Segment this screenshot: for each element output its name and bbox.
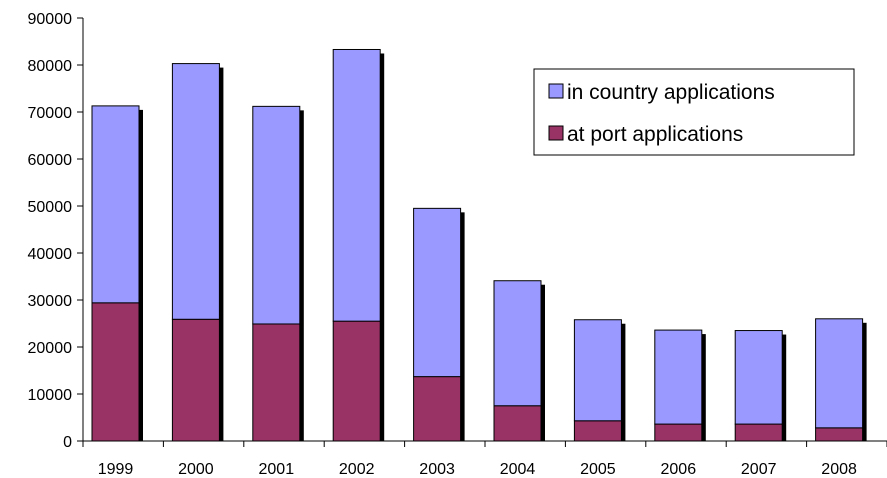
y-tick-label: 80000 — [28, 58, 73, 75]
bar-shadow — [460, 212, 465, 441]
bar-shadow — [219, 67, 224, 441]
bar-segment-at-port — [734, 423, 783, 442]
y-tick-label: 10000 — [28, 387, 73, 404]
legend-box — [533, 68, 855, 156]
bar-shadow — [701, 334, 706, 441]
bar-segment-in-country — [573, 319, 622, 422]
y-tick-label: 50000 — [28, 199, 73, 216]
bar-segment-at-port — [252, 323, 301, 442]
y-tick-label: 40000 — [28, 246, 73, 263]
x-tick-label: 2002 — [339, 461, 375, 478]
bar-shadow — [782, 334, 787, 441]
x-tick-label: 2000 — [178, 461, 214, 478]
x-tick-label: 2006 — [661, 461, 697, 478]
legend: in country applications at port applicat… — [533, 68, 855, 156]
bar-segment-at-port — [332, 320, 381, 442]
legend-label-in-country: in country applications — [567, 81, 775, 104]
y-tick-label: 30000 — [28, 293, 73, 310]
bar-segment-at-port — [815, 427, 864, 442]
legend-label-at-port: at port applications — [567, 123, 743, 146]
x-tick-label: 1999 — [98, 461, 134, 478]
bar-segment-in-country — [413, 207, 462, 378]
bar-segment-in-country — [815, 318, 864, 429]
bar-segment-in-country — [493, 280, 542, 407]
x-tick-labels: 1999 2000 2001 2002 2003 2004 2005 2006 2007 2008 — [82, 441, 887, 478]
bar-shadow — [621, 323, 626, 441]
x-tick-label: 2004 — [500, 461, 536, 478]
bar-segment-at-port — [413, 376, 462, 442]
y-tick-label: 20000 — [28, 340, 73, 357]
y-tick-label: 70000 — [28, 105, 73, 122]
x-tick-label: 2007 — [741, 461, 777, 478]
bar-segment-at-port — [573, 420, 622, 442]
y-tick-labels: 0 10000 20000 30000 40000 50000 60000 70000 8000… — [28, 11, 83, 451]
bar-segment-at-port — [493, 405, 542, 442]
bars — [91, 48, 864, 442]
y-tick-label: 60000 — [28, 152, 73, 169]
x-tick-label: 2005 — [580, 461, 616, 478]
bar-shadow — [862, 322, 867, 441]
legend-swatch-at-port — [548, 125, 564, 141]
bar-segment-at-port — [91, 302, 140, 442]
bar-segment-in-country — [654, 329, 703, 425]
bar-shadow — [380, 53, 385, 442]
bar-segment-in-country — [91, 105, 140, 304]
bar-segment-in-country — [171, 63, 220, 320]
bar-shadow — [299, 110, 304, 442]
x-tick-label: 2003 — [419, 461, 455, 478]
y-tick-label: 90000 — [28, 11, 73, 28]
bar-shadow — [541, 284, 545, 441]
bar-segment-at-port — [654, 423, 703, 442]
bar-shadow — [139, 109, 143, 441]
legend-swatch-in-country — [548, 83, 564, 99]
y-tick-label: 0 — [63, 434, 72, 451]
bar-segment-in-country — [252, 105, 301, 325]
bar-segment-in-country — [332, 48, 381, 322]
x-tick-label: 2001 — [259, 461, 295, 478]
bar-segment-at-port — [171, 318, 220, 442]
x-tick-label: 2008 — [821, 461, 857, 478]
bar-segment-in-country — [734, 330, 783, 425]
bar-shadows — [139, 53, 867, 442]
